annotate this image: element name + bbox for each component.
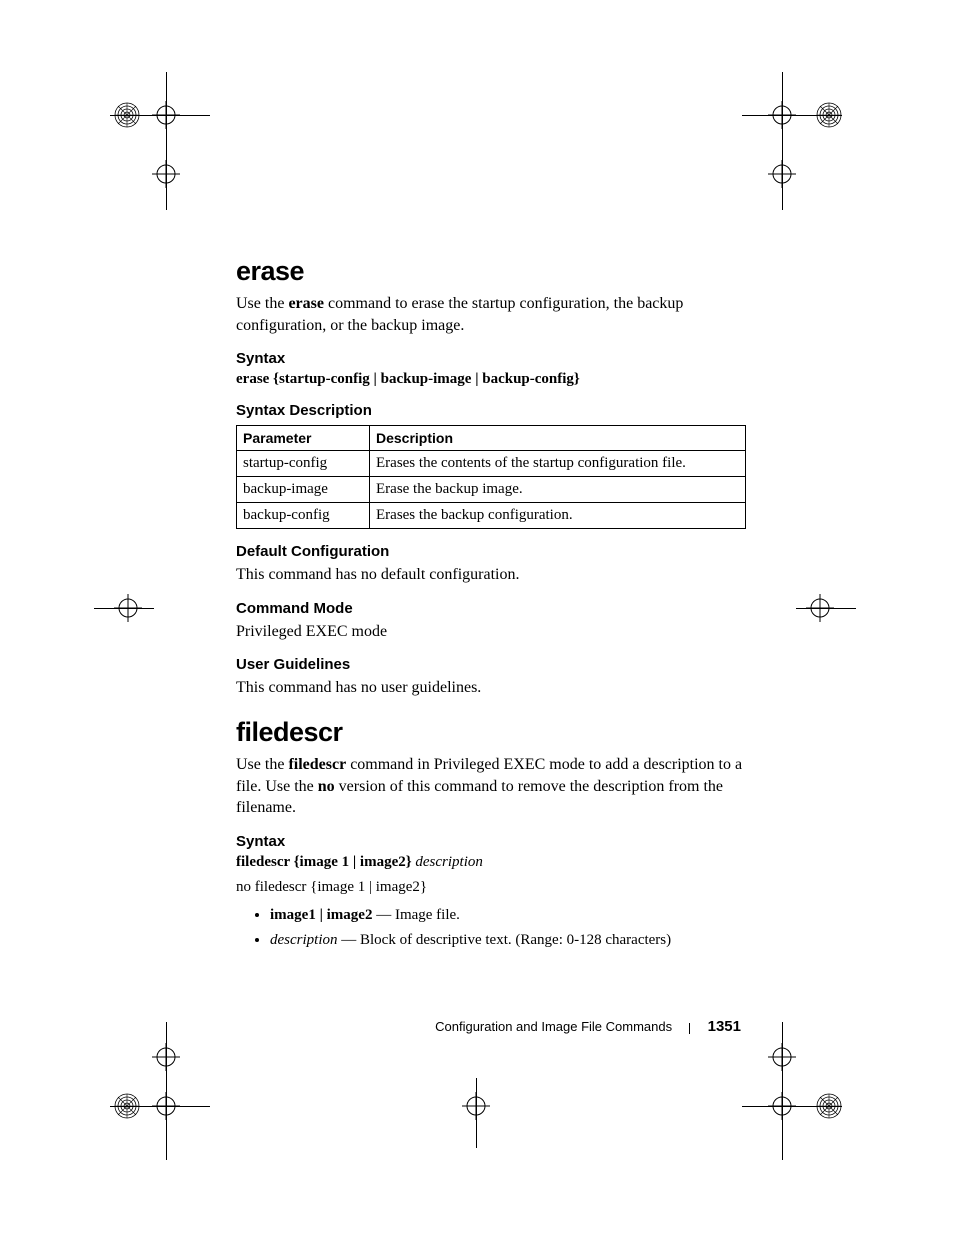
table-row: backup-config Erases the backup configur… xyxy=(237,503,746,529)
crop-line xyxy=(782,72,783,210)
crop-line xyxy=(782,1022,783,1160)
crop-line xyxy=(742,1106,842,1107)
param-desc: Block of descriptive text. (Range: 0-128… xyxy=(360,932,671,948)
command-title-erase: erase xyxy=(236,256,746,287)
default-config-text: This command has no default configuratio… xyxy=(236,564,746,586)
crop-line xyxy=(476,1078,477,1148)
chapter-title: Configuration and Image File Commands xyxy=(435,1019,672,1034)
page-footer: Configuration and Image File Commands 13… xyxy=(0,1018,954,1035)
table-row: startup-config Erases the contents of th… xyxy=(237,451,746,477)
crop-line xyxy=(110,115,210,116)
param-list: image1 | image2 — Image file. descriptio… xyxy=(270,904,746,953)
syntax-line: filedescr {image 1 | image2} description xyxy=(236,854,746,871)
text: — xyxy=(372,907,395,923)
command-title-filedescr: filedescr xyxy=(236,717,746,748)
param-cell: backup-config xyxy=(237,503,370,529)
heading-default-config: Default Configuration xyxy=(236,543,746,560)
footer-separator xyxy=(689,1023,690,1034)
crop-line xyxy=(796,608,856,609)
crop-line xyxy=(94,608,154,609)
command-mode-text: Privileged EXEC mode xyxy=(236,621,746,643)
list-item: image1 | image2 — Image file. xyxy=(270,904,746,927)
param-cell: backup-image xyxy=(237,477,370,503)
param-name: image1 | image2 xyxy=(270,907,372,923)
param-desc: Image file. xyxy=(395,907,460,923)
heading-syntax: Syntax xyxy=(236,350,746,367)
syntax-table: Parameter Description startup-config Era… xyxy=(236,425,746,529)
cmd-name: filedescr xyxy=(288,756,346,773)
param-name: description xyxy=(270,932,338,948)
crop-line xyxy=(742,115,842,116)
crop-line xyxy=(110,1106,210,1107)
table-header-row: Parameter Description xyxy=(237,426,746,451)
text: — xyxy=(338,932,361,948)
intro-filedescr: Use the filedescr command in Privileged … xyxy=(236,754,746,819)
text: Use the xyxy=(236,756,288,773)
crop-line xyxy=(166,72,167,210)
text: description xyxy=(415,854,483,870)
col-header: Parameter xyxy=(237,426,370,451)
page-number: 1351 xyxy=(708,1018,741,1035)
crop-line xyxy=(166,1022,167,1160)
text: filedescr {image 1 | image2} xyxy=(236,854,415,870)
heading-user-guidelines: User Guidelines xyxy=(236,656,746,673)
text: Use the xyxy=(236,295,288,312)
user-guidelines-text: This command has no user guidelines. xyxy=(236,677,746,699)
desc-cell: Erases the contents of the startup confi… xyxy=(370,451,746,477)
syntax-line-no: no filedescr {image 1 | image2} xyxy=(236,879,746,896)
heading-command-mode: Command Mode xyxy=(236,600,746,617)
page-content: erase Use the erase command to erase the… xyxy=(236,256,746,954)
list-item: description — Block of descriptive text.… xyxy=(270,929,746,952)
col-header: Description xyxy=(370,426,746,451)
param-cell: startup-config xyxy=(237,451,370,477)
cmd-name: no xyxy=(318,778,335,795)
cmd-name: erase xyxy=(288,295,324,312)
table-row: backup-image Erase the backup image. xyxy=(237,477,746,503)
heading-syntax: Syntax xyxy=(236,833,746,850)
desc-cell: Erases the backup configuration. xyxy=(370,503,746,529)
syntax-line: erase {startup-config | backup-image | b… xyxy=(236,371,746,388)
desc-cell: Erase the backup image. xyxy=(370,477,746,503)
heading-syntax-desc: Syntax Description xyxy=(236,402,746,419)
intro-erase: Use the erase command to erase the start… xyxy=(236,293,746,336)
